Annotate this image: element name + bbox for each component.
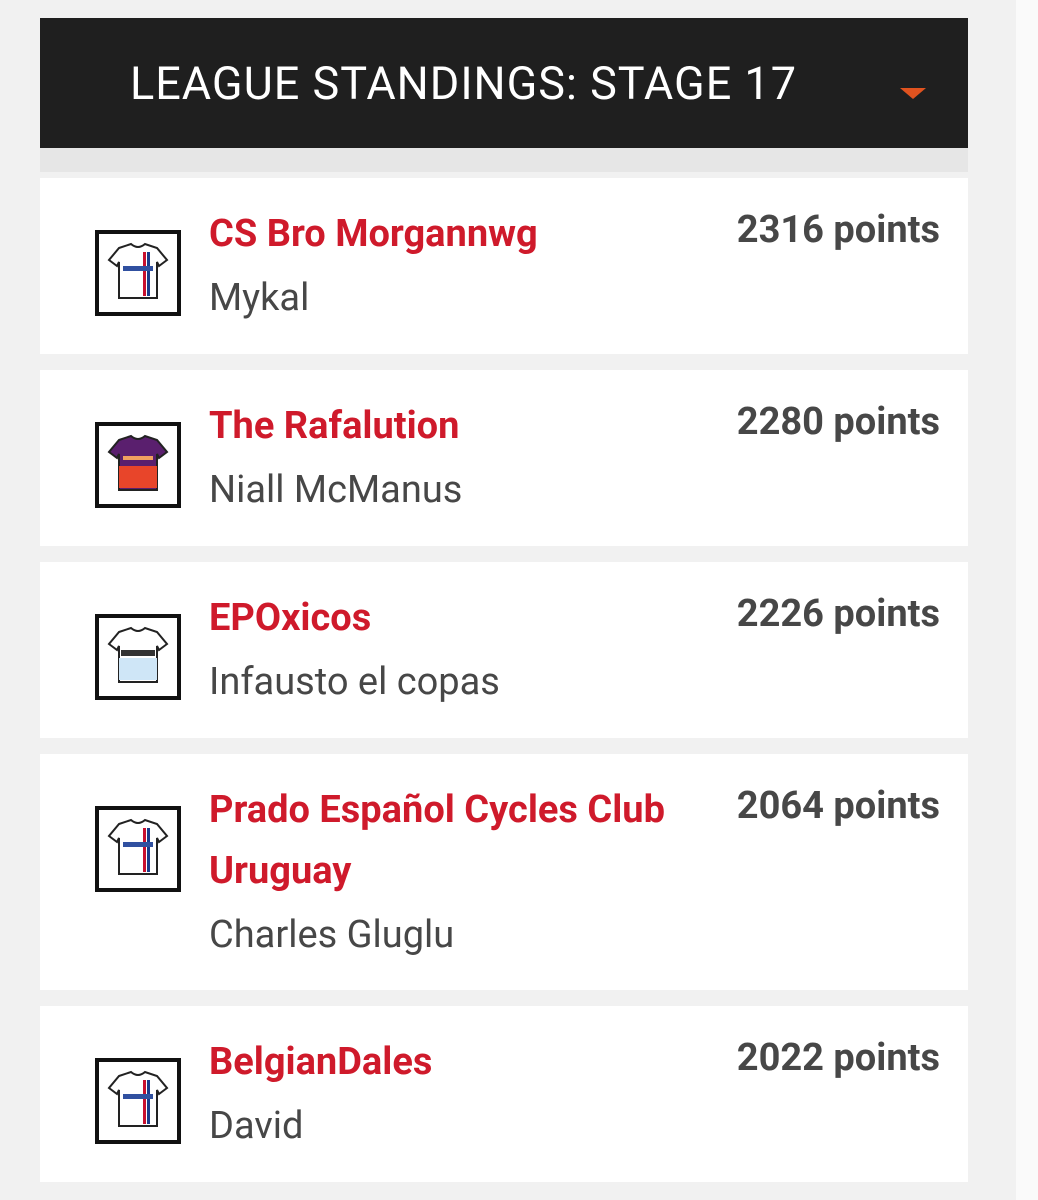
standing-card[interactable]: BelgianDales David 2022 points <box>40 1006 968 1182</box>
team-info: CS Bro Morgannwg Mykal <box>209 204 679 331</box>
team-jersey <box>95 806 181 892</box>
header-title[interactable]: LEAGUE STANDINGS: STAGE 17 <box>130 57 798 110</box>
team-jersey <box>95 614 181 700</box>
standing-card[interactable]: Prado Español Cycles Club Uruguay Charles… <box>40 754 968 990</box>
team-info: BelgianDales David <box>209 1032 679 1159</box>
team-points: 2226 points <box>736 592 940 636</box>
scroll-edge <box>1016 0 1038 1200</box>
team-info: EPOxicos Infausto el copas <box>209 588 679 715</box>
team-name[interactable]: CS Bro Morgannwg <box>209 212 538 256</box>
team-name[interactable]: BelgianDales <box>209 1040 433 1084</box>
team-points: 2064 points <box>736 784 940 828</box>
team-points: 2280 points <box>736 400 940 444</box>
standing-card[interactable]: The Rafalution Niall McManus 2280 points <box>40 370 968 546</box>
team-jersey <box>95 230 181 316</box>
team-jersey <box>95 1058 181 1144</box>
standing-card[interactable]: CS Bro Morgannwg Mykal 2316 points <box>40 178 968 354</box>
manager-name: Niall McManus <box>209 468 463 512</box>
team-info: Prado Español Cycles Club Uruguay Charles… <box>209 780 679 968</box>
team-points: 2316 points <box>736 208 940 252</box>
standing-card[interactable]: EPOxicos Infausto el copas 2226 points <box>40 562 968 738</box>
standings-header[interactable]: LEAGUE STANDINGS: STAGE 17 <box>40 18 968 148</box>
team-info: The Rafalution Niall McManus <box>209 396 679 523</box>
team-name[interactable]: The Rafalution <box>209 404 460 448</box>
manager-name: Charles Gluglu <box>209 913 455 957</box>
team-points: 2022 points <box>736 1036 940 1080</box>
dropdown-caret[interactable] <box>900 88 928 102</box>
team-jersey <box>95 422 181 508</box>
manager-name: David <box>209 1104 304 1148</box>
manager-name: Mykal <box>209 276 310 320</box>
manager-name: Infausto el copas <box>209 660 500 704</box>
team-name[interactable]: Prado Español Cycles Club Uruguay <box>209 788 665 893</box>
team-name[interactable]: EPOxicos <box>209 596 372 640</box>
header-shadow <box>40 148 968 172</box>
